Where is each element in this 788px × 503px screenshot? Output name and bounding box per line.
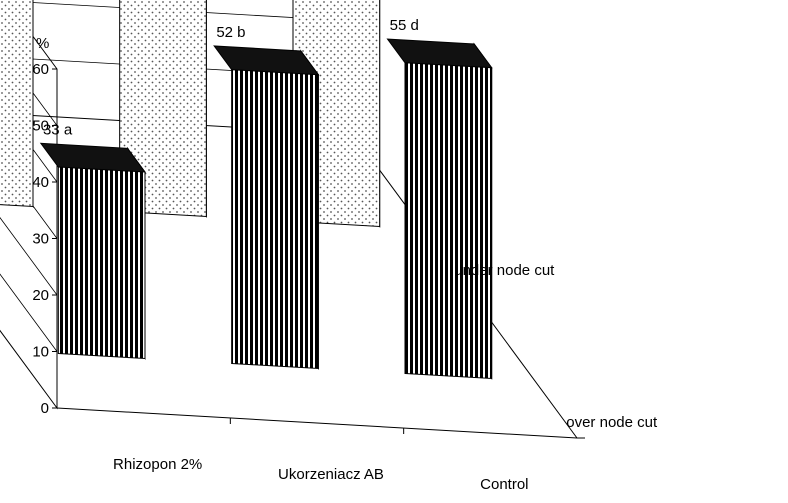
- y-tick-label: 0: [41, 400, 49, 417]
- y-axis-label: %: [36, 35, 49, 52]
- bar-front: [57, 166, 146, 360]
- bar: 52 b: [213, 24, 320, 371]
- category-label: Control: [480, 476, 528, 493]
- y-tick-label: 30: [32, 231, 49, 248]
- bar: 33 a: [39, 121, 147, 361]
- y-axis-ticks: 0 10 20 30 40 50 60: [32, 61, 57, 417]
- bar-front: [404, 62, 493, 380]
- bar-front: [0, 0, 34, 208]
- category-label: Ukorzeniacz AB: [278, 466, 384, 483]
- category-labels: Rhizopon 2% Ukorzeniacz AB Control: [113, 456, 528, 493]
- y-tick-label: 50: [32, 118, 49, 135]
- series-label: under node cut: [454, 262, 555, 279]
- bar: 55 d: [386, 17, 493, 381]
- bars: 55 d54 d39 b55 d52 b33 a: [0, 0, 493, 381]
- x-axis-line: [56, 407, 578, 439]
- bar-front: [231, 69, 319, 370]
- bar-top: [386, 38, 493, 69]
- y-tick-label: 60: [32, 61, 49, 78]
- y-tick-label: 10: [32, 344, 49, 361]
- depth-axis-labels: over node cut under node cut: [454, 262, 658, 431]
- y-tick-label: 40: [32, 174, 49, 191]
- data-label: 55 d: [390, 17, 419, 34]
- bar: 39 b: [0, 0, 34, 209]
- data-label: 52 b: [216, 24, 245, 41]
- y-tick-label: 20: [32, 287, 49, 304]
- category-label: Rhizopon 2%: [113, 456, 202, 473]
- series-label: over node cut: [566, 414, 658, 431]
- data-label: 33 a: [43, 121, 73, 138]
- bar-front: [119, 0, 207, 218]
- bar: 54 d: [119, 0, 207, 219]
